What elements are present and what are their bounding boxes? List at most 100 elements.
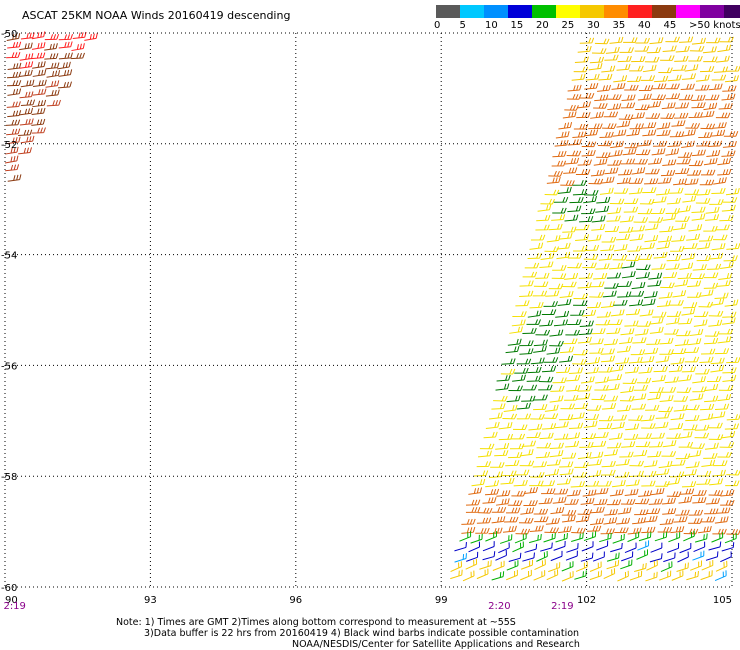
wind-barb xyxy=(666,311,682,317)
wind-barb xyxy=(658,406,674,413)
wind-barb xyxy=(693,319,708,327)
wind-barb xyxy=(587,234,602,242)
wind-barb xyxy=(553,540,566,551)
wind-barb xyxy=(681,253,696,261)
wind-barb xyxy=(509,326,523,334)
wind-barb xyxy=(32,69,47,77)
wind-barb xyxy=(546,459,561,467)
wind-barb xyxy=(647,100,662,108)
wind-barb xyxy=(667,74,682,82)
wind-barb xyxy=(659,395,674,403)
wind-barb xyxy=(538,497,553,505)
wind-barb xyxy=(717,336,732,344)
wind-barb xyxy=(656,241,671,250)
wind-barb xyxy=(7,41,22,49)
wind-barb xyxy=(550,385,565,392)
wind-barb xyxy=(535,329,551,336)
wind-barb xyxy=(699,179,715,186)
wind-barb xyxy=(694,432,710,439)
wind-barb xyxy=(687,292,702,298)
wind-barb xyxy=(708,434,724,440)
wind-barb xyxy=(621,551,634,562)
wind-barb xyxy=(693,541,706,553)
wind-barb xyxy=(666,477,681,486)
wind-barb xyxy=(621,261,636,269)
wind-barb xyxy=(719,215,734,222)
wind-barb xyxy=(549,395,564,403)
wind-barb xyxy=(598,73,613,81)
wind-barb xyxy=(555,533,568,543)
wind-barb xyxy=(631,281,646,290)
wind-barb xyxy=(644,347,659,355)
wind-barb xyxy=(681,308,696,316)
wind-barb xyxy=(575,515,590,523)
wind-barb xyxy=(674,279,689,287)
wind-barb xyxy=(687,280,702,288)
wind-barb xyxy=(575,561,588,572)
wind-barb xyxy=(683,528,699,535)
wind-barb xyxy=(618,169,633,176)
wind-barb xyxy=(658,460,673,469)
wind-barb xyxy=(580,376,595,384)
wind-barb xyxy=(724,533,737,544)
wind-barb xyxy=(31,107,46,115)
wind-barb xyxy=(483,431,498,439)
wind-barb xyxy=(690,443,705,449)
wind-barb xyxy=(631,167,646,175)
wind-barb xyxy=(529,242,544,250)
wind-barb xyxy=(564,214,579,222)
wind-barb xyxy=(629,570,643,581)
wind-barb xyxy=(470,533,483,544)
colorbar-label: 15 xyxy=(510,20,524,31)
wind-barb xyxy=(549,442,564,449)
wind-barb xyxy=(557,186,572,194)
wind-barb xyxy=(564,104,579,111)
wind-barb xyxy=(721,542,735,552)
lon-tick-label: 105 xyxy=(713,595,732,606)
wind-barb xyxy=(518,517,534,524)
wind-barb xyxy=(685,461,700,469)
wind-barb xyxy=(638,531,652,542)
wind-barb xyxy=(654,75,669,83)
wind-barb xyxy=(533,345,547,353)
wind-barb xyxy=(491,571,505,581)
wind-barb xyxy=(705,551,719,561)
wind-barb xyxy=(610,542,623,553)
wind-barb xyxy=(646,47,662,54)
wind-barb xyxy=(532,461,547,468)
wind-barb xyxy=(605,46,620,54)
wind-barb xyxy=(678,94,694,101)
wind-barb xyxy=(670,357,685,365)
wind-barb xyxy=(607,94,622,100)
wind-barb xyxy=(678,374,692,382)
wind-barb xyxy=(627,76,642,82)
wind-barb xyxy=(20,135,35,144)
wind-barb xyxy=(526,432,541,439)
wind-barb xyxy=(705,498,720,505)
wind-barb xyxy=(515,528,531,535)
wind-barb xyxy=(579,441,594,448)
wind-barb xyxy=(556,478,572,485)
wind-barb xyxy=(465,507,481,513)
wind-barb xyxy=(714,403,730,410)
wind-barb xyxy=(589,291,604,298)
wind-barb xyxy=(670,526,685,534)
wind-barb xyxy=(591,440,607,448)
wind-barb xyxy=(529,525,544,533)
wind-barb xyxy=(561,571,574,582)
wind-barb xyxy=(581,433,597,439)
wind-barb xyxy=(675,509,690,516)
wind-barb xyxy=(611,82,626,90)
wind-barb xyxy=(660,282,675,289)
wind-barb xyxy=(500,477,515,485)
wind-barb xyxy=(19,118,34,126)
wind-barb xyxy=(610,309,625,317)
wind-barb xyxy=(705,214,720,221)
wind-barb xyxy=(718,103,733,110)
wind-barb xyxy=(711,469,726,477)
wind-barb xyxy=(617,507,632,515)
wind-barb xyxy=(476,568,489,580)
wind-barb xyxy=(726,357,740,364)
wind-barb xyxy=(654,421,669,429)
wind-barb xyxy=(620,102,636,109)
